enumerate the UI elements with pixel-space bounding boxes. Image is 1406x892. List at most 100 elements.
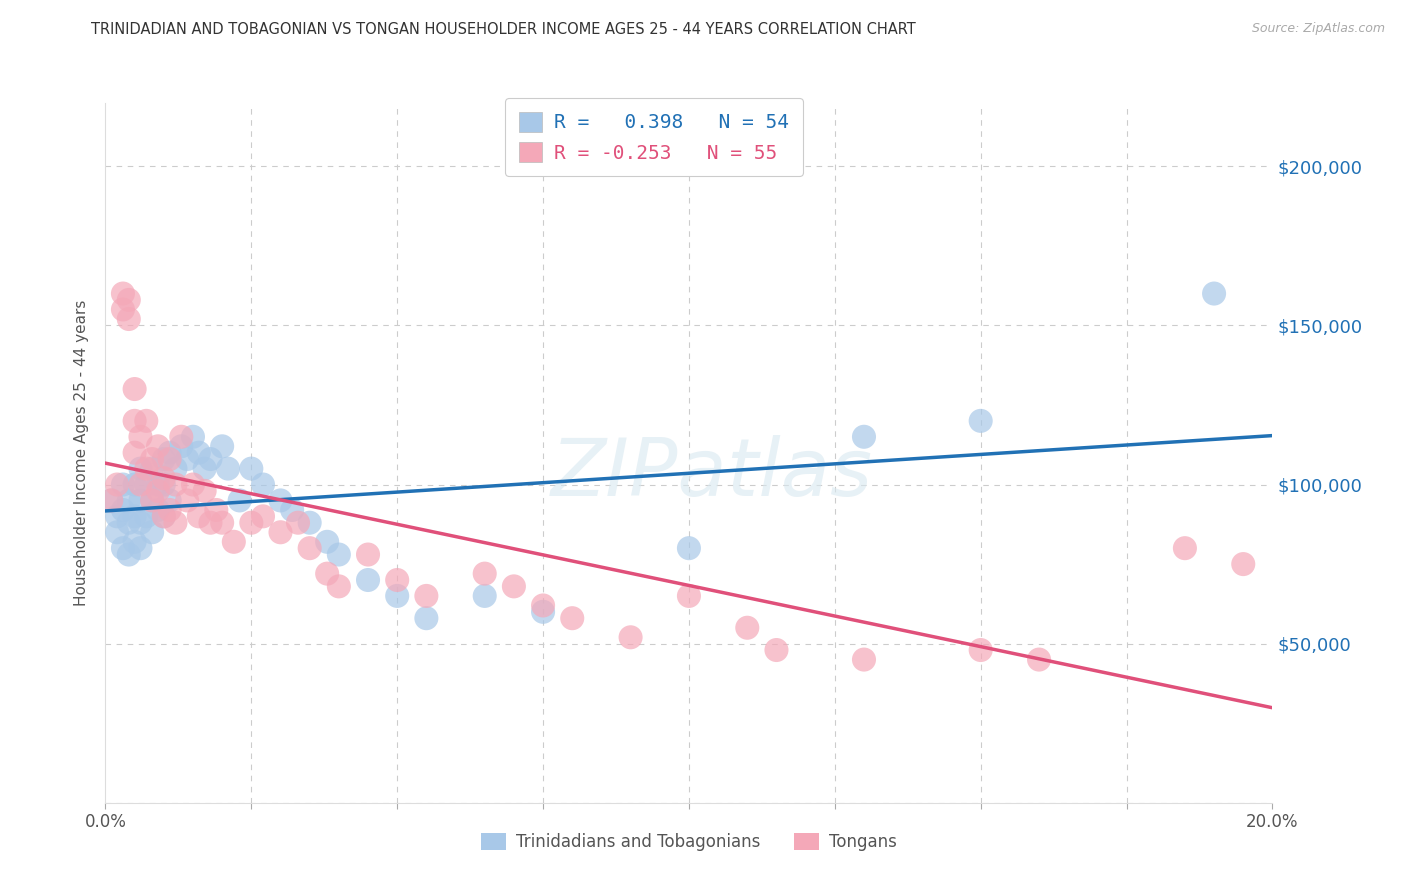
Point (205, 503, 228, 517)
Point (619, 630, 641, 644)
Point (211, 439, 233, 453)
Point (165, 516, 187, 530)
Point (135, 461, 157, 475)
Point (129, 541, 152, 556)
Point (100, 493, 122, 508)
Point (159, 503, 181, 517)
Point (129, 516, 152, 530)
Point (678, 589, 700, 603)
Point (678, 541, 700, 556)
Point (852, 430, 875, 444)
Point (328, 579, 350, 593)
Point (105, 477, 128, 491)
Point (176, 452, 198, 467)
Point (252, 477, 274, 491)
Point (357, 548, 380, 562)
Point (146, 503, 169, 517)
Point (765, 643, 787, 657)
Point (561, 611, 583, 625)
Point (531, 599, 554, 613)
Point (1174, 541, 1197, 556)
Point (118, 293, 141, 307)
Point (124, 534, 146, 549)
Point (111, 503, 134, 517)
Point (124, 382, 146, 396)
Point (111, 302, 134, 317)
Point (217, 461, 239, 475)
Point (287, 516, 309, 530)
Point (737, 621, 759, 635)
Point (474, 566, 496, 581)
Point (153, 471, 174, 485)
Text: ZIPatlas: ZIPatlas (551, 434, 873, 513)
Point (211, 516, 233, 530)
Point (240, 516, 263, 530)
Point (970, 414, 993, 428)
Point (531, 605, 554, 619)
Point (129, 477, 152, 491)
Point (159, 446, 181, 460)
Point (124, 414, 146, 428)
Point (240, 461, 263, 475)
Point (181, 477, 204, 491)
Point (135, 414, 157, 428)
Point (124, 446, 146, 460)
Point (970, 643, 993, 657)
Point (415, 611, 437, 625)
Point (141, 461, 163, 475)
Point (228, 493, 250, 508)
Point (129, 430, 152, 444)
Point (165, 477, 187, 491)
Point (194, 461, 217, 475)
Point (298, 516, 321, 530)
Point (111, 477, 134, 491)
Point (141, 525, 163, 540)
Point (187, 509, 209, 524)
Point (385, 589, 409, 603)
Point (141, 493, 163, 508)
Point (200, 452, 222, 467)
Point (124, 477, 146, 491)
Point (316, 566, 339, 581)
Point (153, 477, 174, 491)
Point (252, 509, 274, 524)
Point (222, 534, 245, 549)
Point (135, 477, 157, 491)
Point (165, 461, 187, 475)
Point (269, 525, 292, 540)
Point (194, 483, 217, 498)
Point (111, 541, 134, 556)
Point (1202, 286, 1225, 301)
Point (153, 509, 174, 524)
Point (385, 573, 409, 587)
Point (1028, 652, 1050, 666)
Point (316, 534, 339, 549)
Point (415, 589, 437, 603)
Point (135, 509, 157, 524)
Point (159, 493, 181, 508)
Point (159, 452, 181, 467)
Point (118, 493, 141, 508)
Point (170, 430, 193, 444)
Point (503, 579, 526, 593)
Point (141, 493, 163, 508)
Point (187, 446, 209, 460)
Text: Source: ZipAtlas.com: Source: ZipAtlas.com (1251, 22, 1385, 36)
Point (129, 461, 152, 475)
Point (852, 652, 875, 666)
Point (170, 439, 193, 453)
Point (281, 503, 304, 517)
Legend: Trinidadians and Tobagonians, Tongans: Trinidadians and Tobagonians, Tongans (474, 826, 904, 857)
Point (100, 493, 122, 508)
Point (200, 516, 222, 530)
Point (298, 541, 321, 556)
Point (129, 493, 152, 508)
Point (141, 452, 163, 467)
Point (124, 509, 146, 524)
Text: TRINIDADIAN AND TOBAGONIAN VS TONGAN HOUSEHOLDER INCOME AGES 25 - 44 YEARS CORRE: TRINIDADIAN AND TOBAGONIAN VS TONGAN HOU… (91, 22, 917, 37)
Point (181, 430, 204, 444)
Point (118, 312, 141, 326)
Point (118, 548, 141, 562)
Point (146, 477, 169, 491)
Point (1232, 557, 1254, 571)
